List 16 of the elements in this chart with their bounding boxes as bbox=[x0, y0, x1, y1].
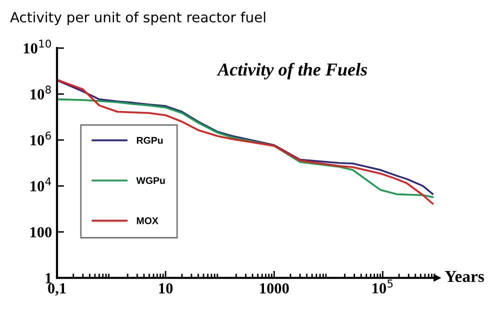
legend-label: WGPu bbox=[136, 177, 165, 184]
x-axis-title: Years bbox=[444, 270, 484, 282]
y-tick-label: 100 bbox=[30, 227, 52, 238]
legend-label: RGPu bbox=[136, 136, 163, 144]
x-tick-label: 10 bbox=[159, 283, 173, 294]
y-tick-label: 10$^{4}$ bbox=[30, 178, 52, 192]
y-axis-title: Activity per unit of spent reactor fuel bbox=[10, 12, 266, 26]
x-tick-label: 1000 bbox=[260, 283, 289, 294]
x-tick-label: 0,1 bbox=[48, 283, 66, 296]
y-tick-label: 10$^{8}$ bbox=[30, 86, 51, 100]
legend-label: MOX bbox=[136, 217, 158, 224]
y-tick-label: 1 bbox=[46, 273, 52, 284]
y-tick-label: 10$^{6}$ bbox=[30, 132, 51, 146]
y-tick-label: 10$^{10}$ bbox=[24, 40, 51, 54]
text: Activity of the Fuels bbox=[216, 62, 368, 80]
x-tick-label: 10$^{5}$ bbox=[372, 280, 393, 294]
